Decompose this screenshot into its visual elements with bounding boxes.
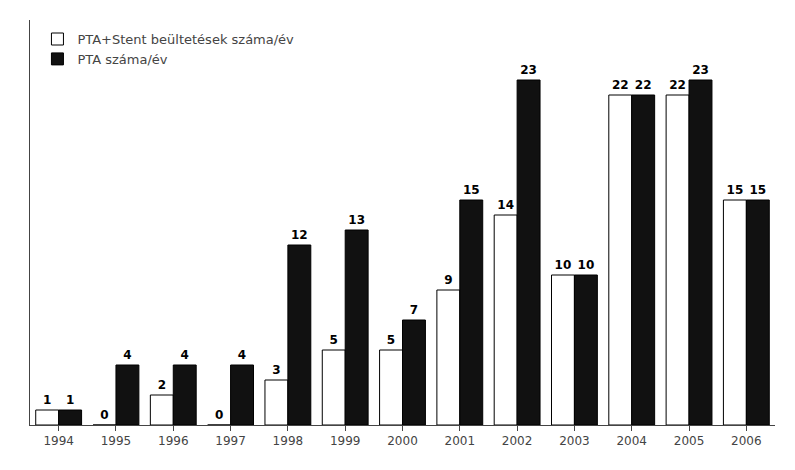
svg-text:4: 4 xyxy=(181,348,189,362)
svg-text:0: 0 xyxy=(215,408,223,422)
svg-text:15: 15 xyxy=(749,183,766,197)
svg-text:4: 4 xyxy=(123,348,131,362)
svg-text:3: 3 xyxy=(272,363,280,377)
svg-text:PTA+Stent beültetések száma/év: PTA+Stent beültetések száma/év xyxy=(77,32,294,47)
svg-text:15: 15 xyxy=(463,183,480,197)
svg-text:0: 0 xyxy=(100,408,108,422)
svg-text:22: 22 xyxy=(635,78,652,92)
svg-text:23: 23 xyxy=(692,63,709,77)
svg-text:2003: 2003 xyxy=(559,434,590,448)
svg-text:12: 12 xyxy=(291,228,308,242)
svg-text:PTA száma/év: PTA száma/év xyxy=(77,52,167,67)
svg-text:2000: 2000 xyxy=(387,434,418,448)
svg-text:22: 22 xyxy=(612,78,629,92)
svg-text:1997: 1997 xyxy=(215,434,246,448)
svg-text:9: 9 xyxy=(444,273,452,287)
svg-text:2004: 2004 xyxy=(616,434,647,448)
svg-text:13: 13 xyxy=(348,213,365,227)
svg-text:5: 5 xyxy=(387,333,395,347)
svg-text:10: 10 xyxy=(555,258,572,272)
svg-text:1994: 1994 xyxy=(43,434,74,448)
svg-text:4: 4 xyxy=(238,348,246,362)
svg-text:1996: 1996 xyxy=(158,434,189,448)
svg-text:14: 14 xyxy=(497,198,514,212)
svg-text:23: 23 xyxy=(520,63,537,77)
svg-text:2006: 2006 xyxy=(731,434,762,448)
svg-text:15: 15 xyxy=(727,183,744,197)
svg-text:7: 7 xyxy=(410,303,418,317)
svg-text:1: 1 xyxy=(43,393,51,407)
svg-text:2005: 2005 xyxy=(674,434,705,448)
svg-text:1: 1 xyxy=(66,393,74,407)
svg-text:2: 2 xyxy=(158,378,166,392)
svg-text:1998: 1998 xyxy=(273,434,304,448)
svg-text:2001: 2001 xyxy=(445,434,476,448)
svg-text:5: 5 xyxy=(330,333,338,347)
svg-text:2002: 2002 xyxy=(502,434,533,448)
svg-text:1999: 1999 xyxy=(330,434,361,448)
svg-text:22: 22 xyxy=(669,78,686,92)
svg-text:10: 10 xyxy=(578,258,595,272)
svg-text:1995: 1995 xyxy=(101,434,132,448)
